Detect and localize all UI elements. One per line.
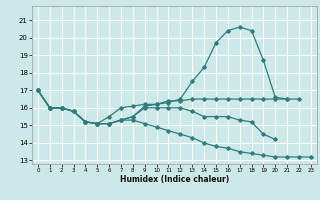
X-axis label: Humidex (Indice chaleur): Humidex (Indice chaleur) xyxy=(120,175,229,184)
